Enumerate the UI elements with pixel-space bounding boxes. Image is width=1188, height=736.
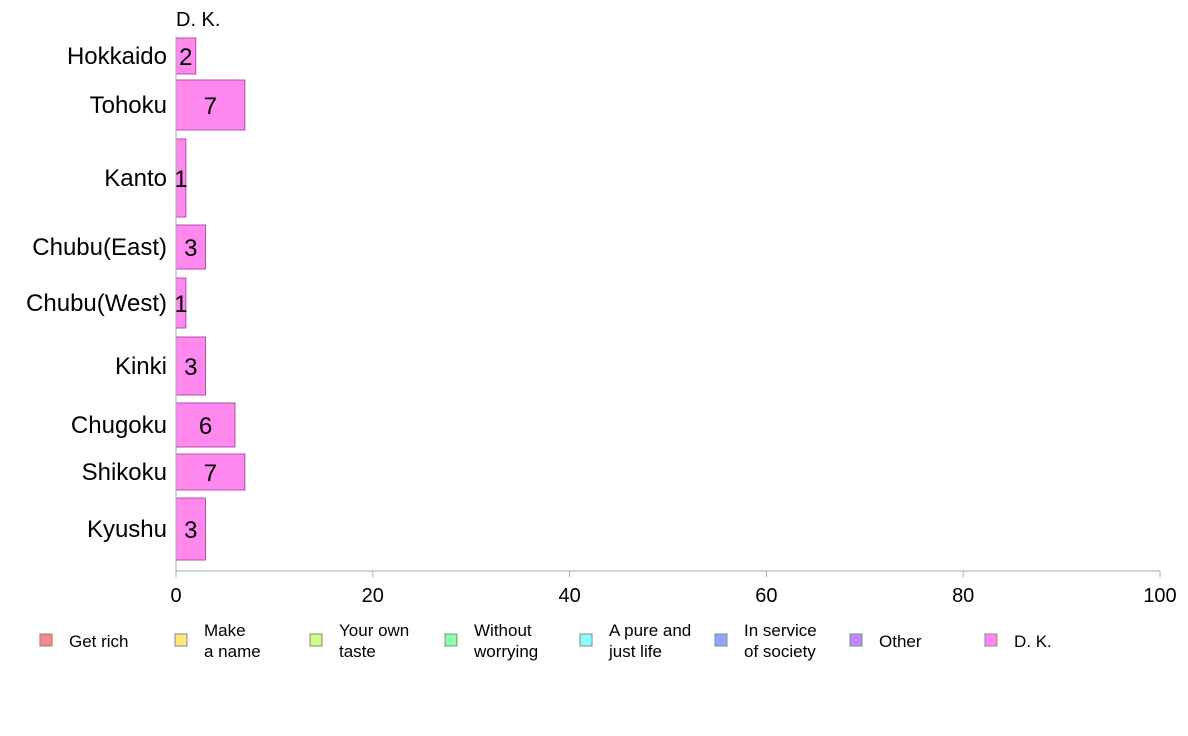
- x-tick-label: 100: [1143, 585, 1176, 607]
- legend-swatch: [174, 633, 188, 647]
- bar-value-label: 1: [174, 291, 187, 318]
- bar-value-label: 3: [184, 235, 197, 262]
- category-label: Kyushu: [87, 516, 167, 543]
- x-axis: 0 20 40 60 80 100: [170, 36, 1177, 607]
- legend-label: just life: [608, 642, 662, 661]
- bar-value-label: 3: [184, 517, 197, 544]
- bar-value-label: 7: [204, 93, 217, 120]
- bar-value-label: 2: [179, 44, 192, 71]
- bar: [175, 497, 207, 561]
- legend-label: A pure and: [609, 621, 691, 640]
- category-label: Tohoku: [90, 92, 167, 119]
- x-tick-label: 40: [558, 585, 580, 607]
- legend-swatch: [309, 633, 323, 647]
- legend-label: of society: [744, 642, 816, 661]
- bar: [175, 79, 246, 131]
- legend-label: Get rich: [69, 632, 129, 651]
- legend-label: Make: [204, 621, 246, 640]
- legend-swatch: [444, 633, 458, 647]
- legend-label: Your own: [339, 621, 409, 640]
- legend-label: D. K.: [1014, 632, 1052, 651]
- category-label: Kanto: [104, 165, 167, 192]
- legend-label: Without: [474, 621, 532, 640]
- bar-value-label: 3: [184, 354, 197, 381]
- top-series-label: D. K.: [176, 9, 220, 31]
- x-tick-label: 20: [362, 585, 384, 607]
- category-label: Chubu(East): [32, 234, 167, 261]
- legend-label: taste: [339, 642, 376, 661]
- bar-value-label: 7: [204, 460, 217, 487]
- legend-swatch: [39, 633, 53, 647]
- x-tick-label: 80: [952, 585, 974, 607]
- bar: [175, 402, 236, 448]
- x-tick-label: 60: [755, 585, 777, 607]
- legend-label: In service: [744, 621, 817, 640]
- legend-swatch: [984, 633, 998, 647]
- legend-swatch: [849, 633, 863, 647]
- legend-label: worrying: [473, 642, 538, 661]
- legend-label: a name: [204, 642, 261, 661]
- bar-value-label: 6: [199, 413, 212, 440]
- legend: Get rich Make a name Your own taste Without wo…: [39, 621, 1052, 661]
- category-label: Chubu(West): [26, 290, 167, 317]
- category-label: Kinki: [115, 353, 167, 380]
- legend-label: Other: [879, 632, 922, 651]
- bar-value-label: 1: [174, 166, 187, 193]
- category-label: Hokkaido: [67, 43, 167, 70]
- legend-swatch: [714, 633, 728, 647]
- category-label: Shikoku: [82, 459, 167, 486]
- x-tick-label: 0: [170, 585, 181, 607]
- bars-group: Hokkaido 2 Tohoku 7 Kanto 1 Chubu(East) 3 Chubu(…: [26, 37, 246, 561]
- legend-swatch: [579, 633, 593, 647]
- category-label: Chugoku: [71, 412, 167, 439]
